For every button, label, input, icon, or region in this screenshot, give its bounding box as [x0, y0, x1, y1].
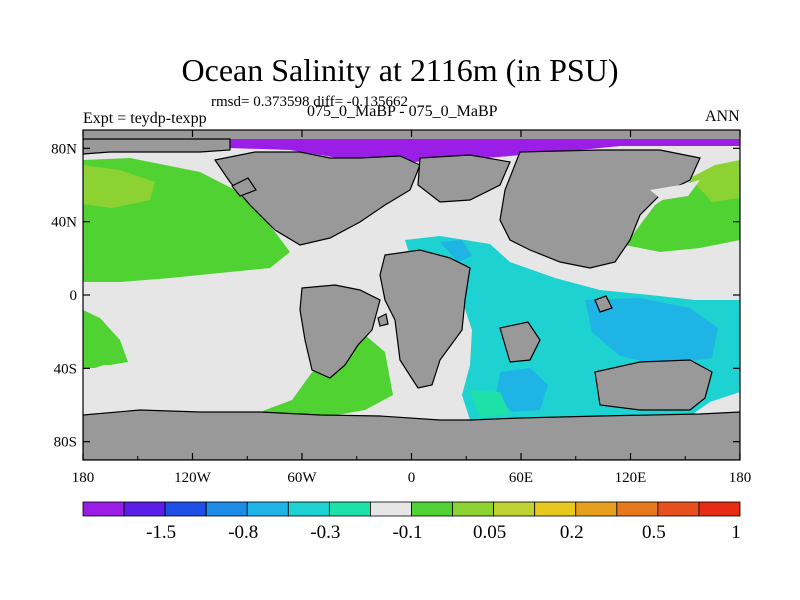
indian-negative-strong [496, 368, 548, 412]
colorbar-swatch [698, 501, 741, 517]
north-pacific-neutral-strip [650, 180, 700, 200]
colorbar-swatch [205, 501, 248, 517]
island-3 [231, 177, 257, 197]
colorbar-label: -0.3 [310, 522, 340, 543]
colorbar-swatch [616, 501, 659, 517]
colorbar-label: -1.5 [146, 522, 176, 543]
season-label: ANN [705, 108, 740, 125]
colorbar-label: 0.5 [642, 522, 666, 543]
north-america [213, 151, 421, 246]
colorbar-label: 0.05 [473, 522, 506, 543]
colorbar-swatch [657, 501, 700, 517]
y-tick-label: 0 [70, 288, 78, 304]
experiment-names-label: 075_0_MaBP - 075_0_MaBP [307, 103, 498, 120]
colorbar-swatch [411, 501, 453, 517]
stats-label: rmsd= 0.373598 diff= -0.135662 [211, 94, 409, 110]
map-field [83, 130, 740, 460]
north-land-west [83, 138, 231, 155]
x-tick-label: 120E [615, 470, 647, 486]
africa [379, 249, 471, 389]
colorbar-swatch [246, 501, 289, 517]
x-tick-label: 180 [729, 470, 752, 486]
mediterranean-negative [440, 240, 472, 262]
y-axis: 80N 40N 0 40S 80S [51, 141, 740, 451]
x-tick-label: 120W [174, 470, 212, 486]
indian-landmass [499, 321, 541, 363]
colorbar-swatch [493, 501, 536, 517]
x-tick-label: 0 [408, 470, 416, 486]
colorbar-label: 0.2 [560, 522, 584, 543]
land [83, 130, 740, 460]
colorbar-labels: -1.5-0.8-0.3-0.10.050.20.512 [146, 522, 741, 543]
colorbar [82, 501, 741, 517]
colorbar-swatch [575, 501, 618, 517]
eurasia [499, 149, 701, 269]
north-pacific-positive-strong [83, 165, 155, 208]
island-2 [594, 295, 613, 313]
greenland [417, 154, 511, 203]
indo-pacific-negative-strong [585, 298, 718, 365]
page-title: Ocean Salinity at 2116m (in PSU) [181, 52, 619, 88]
colorbar-label: -0.8 [228, 522, 258, 543]
arctic-negative [230, 139, 740, 162]
x-axis: 180 120W 60W 0 60E 120E 180 [72, 130, 752, 486]
y-tick-label: 40N [51, 215, 77, 231]
x-tick-label: 60W [287, 470, 317, 486]
southern-negative-light [470, 390, 510, 418]
colorbar-swatch [287, 501, 330, 517]
colorbar-swatch [123, 501, 166, 517]
colorbar-label: 1 [731, 522, 741, 543]
island-1 [377, 313, 389, 327]
colorbar-swatch [164, 501, 207, 517]
northwest-pacific-positive-strong [690, 160, 740, 202]
x-tick-label: 60E [509, 470, 533, 486]
pacific-positive-patch [83, 345, 112, 368]
colorbar-label: -0.1 [392, 522, 422, 543]
colorbar-swatch [328, 501, 371, 517]
x-tick-label: 180 [72, 470, 95, 486]
y-tick-label: 80N [51, 141, 77, 157]
colorbar-swatch [370, 501, 412, 517]
colorbar-swatch [452, 501, 495, 517]
experiment-label: Expt = teydp-texpp [83, 110, 207, 127]
australia [594, 359, 713, 411]
colorbar-swatch [82, 501, 125, 517]
y-tick-label: 80S [54, 435, 77, 451]
south-america [299, 284, 381, 379]
colorbar-swatch [534, 501, 577, 517]
antarctica [83, 409, 740, 460]
y-tick-label: 40S [54, 361, 77, 377]
